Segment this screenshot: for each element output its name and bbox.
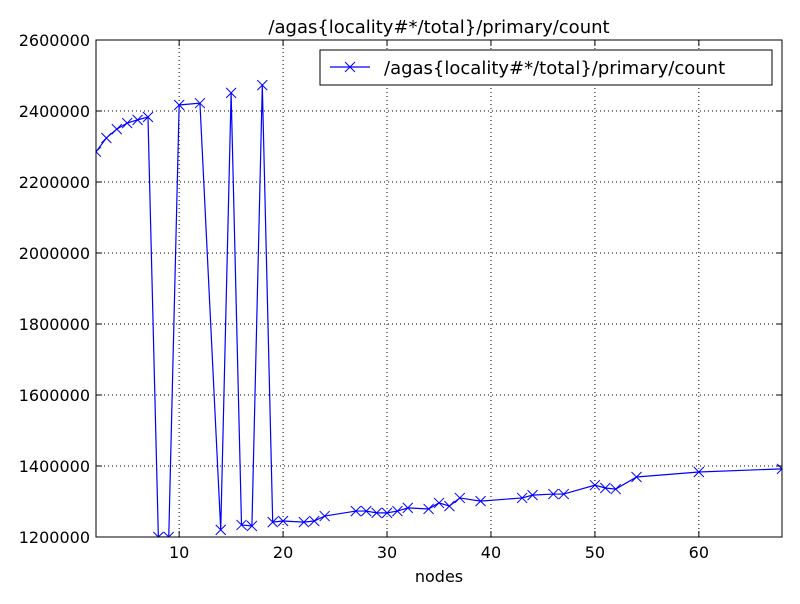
data-point-marker [132, 114, 143, 126]
data-point-marker [516, 492, 528, 504]
data-point-marker [527, 489, 538, 501]
data-point-marker [433, 497, 445, 509]
data-point-marker [163, 531, 175, 537]
data-point-marker [267, 516, 279, 528]
x-tick-label: 20 [273, 543, 293, 562]
plot-frame [95, 39, 783, 538]
x-tick-label: 60 [689, 543, 709, 562]
y-tick-label: 1800000 [19, 315, 90, 334]
data-point-marker [225, 87, 237, 99]
x-tick-label: 50 [585, 543, 605, 562]
data-point-marker [96, 146, 102, 158]
grid-lines [96, 39, 782, 538]
data-point-marker [381, 507, 393, 519]
data-point-marker [111, 123, 123, 135]
data-point-marker [298, 516, 310, 528]
data-point-marker [360, 505, 372, 517]
data-point-marker [423, 503, 434, 515]
x-tick-label: 10 [169, 543, 189, 562]
y-tick-label: 2200000 [19, 173, 90, 192]
data-point-marker [599, 482, 611, 494]
data-point-marker [236, 519, 247, 531]
legend-marker-x [344, 61, 356, 73]
y-tick-label: 2000000 [19, 244, 90, 263]
x-tick-label: 40 [481, 543, 501, 562]
y-tick-label: 1400000 [19, 457, 90, 476]
data-point-marker [444, 500, 455, 512]
series-line [96, 85, 782, 537]
data-point-marker [350, 505, 362, 517]
legend-box [319, 49, 773, 86]
data-point-marker [319, 510, 331, 522]
chart-title: /agas{locality#*/total}/primary/count [268, 17, 609, 38]
data-point-marker [547, 488, 559, 500]
data-point-marker [631, 471, 642, 483]
data-point-marker [142, 111, 154, 123]
tick-layer: 10 20 30 40 50 60 1200000 1400000 1600000 1800000… [19, 31, 782, 562]
data-point-marker [121, 117, 133, 129]
data-point-marker [277, 515, 289, 527]
data-point-marker [402, 502, 414, 514]
data-point-marker [371, 507, 382, 519]
data-point-marker [454, 492, 466, 504]
data-point-marker [215, 524, 227, 536]
y-tick-label: 2600000 [19, 31, 90, 50]
data-point-marker [610, 483, 622, 495]
data-point-marker [256, 79, 268, 91]
x-tick-label: 30 [377, 543, 397, 562]
data-point-marker [246, 520, 258, 532]
y-tick-label: 2400000 [19, 102, 90, 121]
legend: /agas{locality#*/total}/primary/count [319, 49, 773, 86]
data-point-marker [475, 495, 486, 507]
y-tick-label: 1200000 [19, 528, 90, 547]
data-point-marker [173, 99, 185, 111]
data-point-marker [194, 97, 206, 109]
data-point-marker [558, 488, 570, 500]
data-point-marker [693, 466, 705, 478]
data-point-marker [589, 479, 601, 491]
y-tick-label: 1600000 [19, 386, 90, 405]
x-axis-label: nodes [415, 567, 463, 586]
data-point-marker [308, 515, 320, 527]
series-layer [96, 79, 782, 537]
data-point-marker [392, 505, 403, 517]
data-point-marker [101, 132, 112, 144]
data-point-marker [153, 531, 164, 537]
legend-label: /agas{locality#*/total}/primary/count [384, 58, 725, 79]
